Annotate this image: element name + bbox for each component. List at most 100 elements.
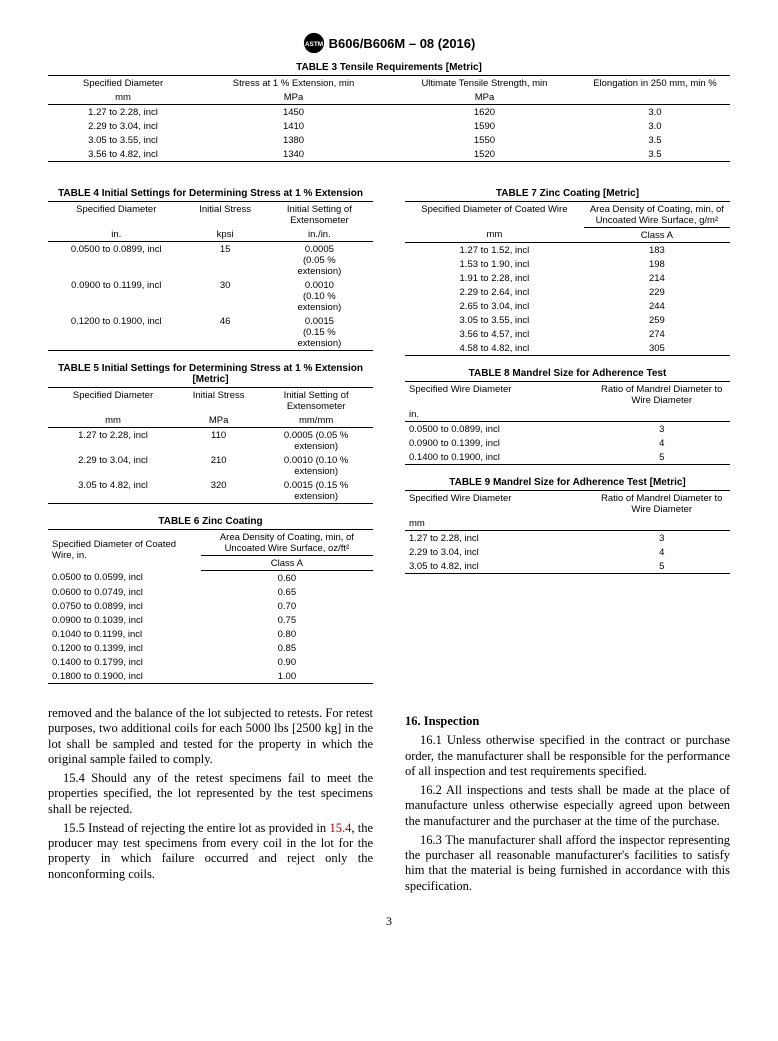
table-cell: 0.75 <box>201 613 373 627</box>
table-row: 2.29 to 2.64, incl229 <box>405 285 730 299</box>
table-cell: 320 <box>178 478 259 504</box>
body-left: removed and the balance of the lot subje… <box>48 706 373 898</box>
table-row: 0.0500 to 0.0899, incl150.0005 (0.05 % e… <box>48 242 373 279</box>
table-cell: 3.05 to 4.82, incl <box>405 559 594 574</box>
table-row: 0.1200 to 0.1399, incl0.85 <box>48 641 373 655</box>
table-row: 0.1800 to 0.1900, incl1.00 <box>48 669 373 684</box>
table-cell: 0.1200 to 0.1900, incl <box>48 314 185 351</box>
table5: Specified Diameter Initial Stress Initia… <box>48 387 373 504</box>
t4-u0: in. <box>48 227 185 242</box>
table-cell: 3.5 <box>580 147 730 162</box>
table-cell: 3.56 to 4.57, incl <box>405 327 584 341</box>
table-cell: 198 <box>584 257 730 271</box>
t5-u2: mm/mm <box>259 413 373 428</box>
t5-c2: Initial Setting of Extensometer <box>259 388 373 414</box>
table5-title: TABLE 5 Initial Settings for Determining… <box>48 363 373 385</box>
table-cell: 1340 <box>198 147 389 162</box>
table-row: 0.0750 to 0.0899, incl0.70 <box>48 599 373 613</box>
t3-u1: MPa <box>198 90 389 105</box>
table-cell: 2.65 to 3.04, incl <box>405 299 584 313</box>
table-cell: 3.0 <box>580 119 730 133</box>
table-row: 1.91 to 2.28, incl214 <box>405 271 730 285</box>
p-16-3: 16.3 The manufacturer shall afford the i… <box>405 833 730 894</box>
t7-u: mm <box>405 228 584 243</box>
table-cell: 0.0010 (0.10 % extension) <box>266 278 373 314</box>
sec-16-head: 16. Inspection <box>405 714 730 729</box>
right-tables: TABLE 7 Zinc Coating [Metric] Specified … <box>405 176 730 684</box>
table-row: 0.1040 to 0.1199, incl0.80 <box>48 627 373 641</box>
table-row: 1.27 to 2.28, incl1100.0005 (0.05 % exte… <box>48 428 373 454</box>
p-15-5a: 15.5 Instead of rejecting the entire lot… <box>63 821 329 835</box>
table-cell: 1.27 to 2.28, incl <box>48 105 198 120</box>
table6: Specified Diameter of Coated Wire, in. A… <box>48 529 373 684</box>
table-cell: 1.27 to 1.52, incl <box>405 243 584 258</box>
table-cell: 3.5 <box>580 133 730 147</box>
designation: B606/B606M – 08 (2016) <box>329 36 476 51</box>
table-cell: 1410 <box>198 119 389 133</box>
table-row: 0.0900 to 0.1399, incl4 <box>405 436 730 450</box>
table-cell: 1380 <box>198 133 389 147</box>
table-cell: 3.05 to 3.55, incl <box>48 133 198 147</box>
table-cell: 244 <box>584 299 730 313</box>
table3-header-row: Specified Diameter Stress at 1 % Extensi… <box>48 76 730 91</box>
doc-header: ASTM B606/B606M – 08 (2016) <box>48 32 730 54</box>
table-cell: 0.0015 (0.15 % extension) <box>259 478 373 504</box>
table-cell: 30 <box>185 278 266 314</box>
table9: Specified Wire Diameter Ratio of Mandrel… <box>405 490 730 574</box>
left-tables: TABLE 4 Initial Settings for Determining… <box>48 176 373 684</box>
table-cell: 259 <box>584 313 730 327</box>
p-16-1: 16.1 Unless otherwise specified in the c… <box>405 733 730 779</box>
table4-title: TABLE 4 Initial Settings for Determining… <box>48 188 373 199</box>
table-cell: 2.29 to 3.04, incl <box>405 545 594 559</box>
table-cell: 0.0900 to 0.1199, incl <box>48 278 185 314</box>
t4-u1: kpsi <box>185 227 266 242</box>
t3-u2: MPa <box>389 90 580 105</box>
t6-c1: Area Density of Coating, min, of Uncoate… <box>201 530 373 556</box>
table-row: 2.29 to 3.04, incl4 <box>405 545 730 559</box>
table-cell: 1590 <box>389 119 580 133</box>
body-columns: removed and the balance of the lot subje… <box>48 706 730 898</box>
table-cell: 305 <box>584 341 730 356</box>
table-cell: 0.0005 (0.05 % extension) <box>266 242 373 279</box>
table-cell: 0.0900 to 0.1039, incl <box>48 613 201 627</box>
table-cell: 2.29 to 3.04, incl <box>48 453 178 478</box>
table-cell: 0.85 <box>201 641 373 655</box>
table-cell: 0.0900 to 0.1399, incl <box>405 436 594 450</box>
table-row: 0.0900 to 0.1199, incl300.0010 (0.10 % e… <box>48 278 373 314</box>
table-cell: 0.0500 to 0.0899, incl <box>48 242 185 279</box>
table-cell: 1.53 to 1.90, incl <box>405 257 584 271</box>
table7-title: TABLE 7 Zinc Coating [Metric] <box>405 188 730 199</box>
link-15-4[interactable]: 15.4 <box>329 821 351 835</box>
table-cell: 1.27 to 2.28, incl <box>405 531 594 546</box>
table-cell: 4 <box>594 545 731 559</box>
t9-u: mm <box>405 516 594 531</box>
t3-c2: Ultimate Tensile Strength, min <box>389 76 580 91</box>
table-row: 4.58 to 4.82, incl305 <box>405 341 730 356</box>
t9-c1: Ratio of Mandrel Diameter to Wire Diamet… <box>594 491 731 517</box>
p-15-4: 15.4 Should any of the retest specimens … <box>48 771 373 817</box>
table-cell: 4 <box>594 436 731 450</box>
table-cell: 0.1400 to 0.1900, incl <box>405 450 594 465</box>
p-16-2: 16.2 All inspections and tests shall be … <box>405 783 730 829</box>
table-cell: 3.05 to 3.55, incl <box>405 313 584 327</box>
t3-c3: Elongation in 250 mm, min % <box>580 76 730 91</box>
table-cell: 15 <box>185 242 266 279</box>
table-row: 1.27 to 1.52, incl183 <box>405 243 730 258</box>
table-cell: 0.0600 to 0.0749, incl <box>48 585 201 599</box>
table3-units-row: mm MPa MPa <box>48 90 730 105</box>
table-row: 0.1400 to 0.1799, incl0.90 <box>48 655 373 669</box>
table-cell: 46 <box>185 314 266 351</box>
table-cell: 0.80 <box>201 627 373 641</box>
t7-c1: Area Density of Coating, min, of Uncoate… <box>584 202 730 228</box>
page-number: 3 <box>48 914 730 929</box>
table-row: 0.0600 to 0.0749, incl0.65 <box>48 585 373 599</box>
table6-title: TABLE 6 Zinc Coating <box>48 516 373 527</box>
table-cell: 0.0500 to 0.0599, incl <box>48 571 201 586</box>
table3-title: TABLE 3 Tensile Requirements [Metric] <box>48 62 730 73</box>
t7-class: Class A <box>584 228 730 243</box>
table-row: 3.05 to 4.82, incl3200.0015 (0.15 % exte… <box>48 478 373 504</box>
t3-u3 <box>580 90 730 105</box>
t4-c1: Initial Stress <box>185 202 266 228</box>
table-cell: 1520 <box>389 147 580 162</box>
table3: Specified Diameter Stress at 1 % Extensi… <box>48 75 730 162</box>
